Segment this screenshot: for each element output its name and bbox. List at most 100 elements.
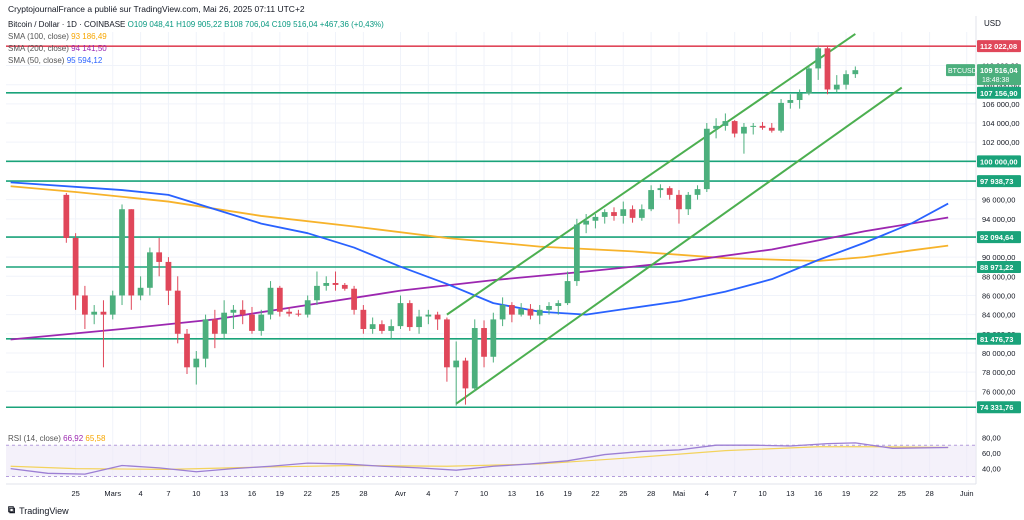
price-tick-label: 96 000,00 xyxy=(982,196,1015,205)
chart-grid xyxy=(6,16,977,485)
candle-body xyxy=(295,313,302,315)
symbol-line: Bitcoin / Dollar · 1D · COINBASE O109 04… xyxy=(8,20,384,29)
rsi-ma-value: 65,58 xyxy=(85,434,106,443)
level-price-tag xyxy=(977,86,1021,99)
moving-averages xyxy=(10,181,949,341)
time-tick-label: Juin xyxy=(960,489,974,498)
candle-body xyxy=(91,311,98,315)
time-tick-label: 16 xyxy=(814,489,822,498)
candle-body xyxy=(833,84,840,90)
candle-body xyxy=(434,314,441,320)
time-tick-label: 22 xyxy=(870,489,878,498)
candle-body xyxy=(72,237,79,296)
sma200-value: 94 141,50 xyxy=(71,44,107,53)
candle-body xyxy=(685,194,692,210)
rsi-ma-line xyxy=(10,446,949,471)
candle-body xyxy=(573,224,580,282)
sma200-line xyxy=(10,216,949,341)
candle-body xyxy=(174,290,181,334)
time-tick-label: 28 xyxy=(925,489,933,498)
candle-body xyxy=(694,189,701,195)
candle-body xyxy=(100,311,107,315)
candle-body xyxy=(193,358,200,368)
price-tick-label: 88 000,00 xyxy=(982,272,1015,281)
candle-body xyxy=(564,281,571,304)
price-tick-label: 76 000,00 xyxy=(982,387,1015,396)
candle-body xyxy=(750,125,757,127)
candle-body xyxy=(471,328,478,389)
rsi-tick-label: 80,00 xyxy=(982,433,1001,442)
level-price-label: 112 022,08 xyxy=(980,42,1017,51)
candle-body xyxy=(722,121,729,126)
candle-body xyxy=(63,194,70,238)
tradingview-logo-icon: ⧉ xyxy=(8,505,16,516)
level-price-tag xyxy=(977,260,1021,273)
price-tick-label: 106 000,00 xyxy=(982,100,1020,109)
candle-body xyxy=(323,283,330,286)
level-price-label: 100 000,00 xyxy=(980,157,1018,166)
time-tick-label: 25 xyxy=(71,489,79,498)
time-tick-label: 19 xyxy=(276,489,284,498)
time-tick-label: 28 xyxy=(359,489,367,498)
candle-body xyxy=(137,287,144,296)
level-price-label: 92 094,64 xyxy=(980,233,1014,242)
candle-body xyxy=(202,319,209,359)
candle-body xyxy=(583,220,590,225)
symbol-title: Bitcoin / Dollar · 1D · COINBASE xyxy=(8,20,126,29)
candle-body xyxy=(555,303,562,306)
level-price-tag xyxy=(977,155,1021,168)
sma50-legend[interactable]: SMA (50, close) 95 594,12 xyxy=(8,56,102,65)
candle-body xyxy=(536,309,543,316)
level-price-label: 81 476,73 xyxy=(980,335,1013,344)
rsi-tick-label: 40,00 xyxy=(982,465,1001,474)
candle-body xyxy=(806,68,812,94)
channel-lower-line xyxy=(455,86,903,405)
candle-body xyxy=(109,295,116,315)
sma200-legend[interactable]: SMA (200, close) 94 141,50 xyxy=(8,44,107,53)
level-price-label: 74 331,76 xyxy=(980,403,1013,412)
candle-body xyxy=(778,102,784,131)
candle-body xyxy=(601,212,608,217)
candlesticks xyxy=(63,46,859,406)
time-tick-label: 4 xyxy=(426,489,430,498)
candle-body xyxy=(425,314,432,317)
last-price-label: 109 516,04 xyxy=(980,66,1018,75)
sma100-legend[interactable]: SMA (100, close) 93 186,49 xyxy=(8,32,107,41)
level-price-tag xyxy=(977,175,1021,188)
time-tick-label: 4 xyxy=(705,489,709,498)
candle-body xyxy=(397,303,404,327)
published-by: CryptojournalFrance a publié sur Trading… xyxy=(8,4,305,14)
channel-upper-line xyxy=(446,33,856,316)
candle-body xyxy=(620,209,627,216)
candle-body xyxy=(518,308,525,315)
candle-body xyxy=(239,309,246,315)
rsi-panel xyxy=(6,442,976,477)
candle-body xyxy=(276,287,283,312)
footer[interactable]: ⧉ TradingView xyxy=(8,505,69,516)
time-tick-label: 19 xyxy=(563,489,571,498)
candle-body xyxy=(369,324,376,329)
candle-body xyxy=(221,312,228,334)
candle-body xyxy=(341,284,348,289)
rsi-band xyxy=(6,445,976,477)
candle-body xyxy=(211,319,218,334)
candle-body xyxy=(527,308,534,316)
rsi-legend[interactable]: RSI (14, close) 66,92 65,58 xyxy=(8,434,105,443)
price-tick-label: 86 000,00 xyxy=(982,291,1015,300)
time-tick-label: Avr xyxy=(395,489,407,498)
candle-body xyxy=(852,70,859,75)
time-tick-label: 16 xyxy=(248,489,256,498)
candle-body xyxy=(638,209,645,218)
time-tick-label: 22 xyxy=(304,489,312,498)
time-tick-label: 10 xyxy=(480,489,488,498)
level-price-label: 107 156,90 xyxy=(980,89,1018,98)
time-tick-label: 28 xyxy=(647,489,655,498)
candle-body xyxy=(611,212,617,216)
candle-body xyxy=(249,314,255,331)
candle-body xyxy=(787,100,794,103)
price-tick-label: 94 000,00 xyxy=(982,215,1015,224)
candle-body xyxy=(462,360,469,389)
candle-body xyxy=(768,127,775,131)
